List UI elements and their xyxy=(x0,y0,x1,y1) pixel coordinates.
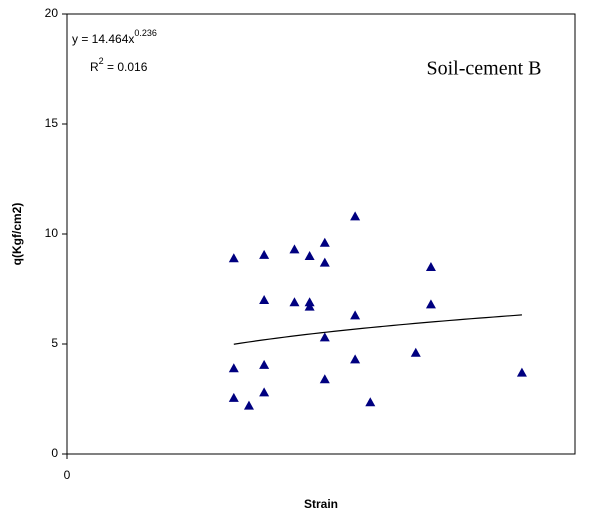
data-point xyxy=(425,262,436,271)
data-point xyxy=(259,249,270,259)
data-point xyxy=(410,347,421,357)
y-axis-title: q(Kgf/cm2) xyxy=(10,203,24,266)
data-point xyxy=(425,299,436,309)
y-tick-label: 20 xyxy=(45,6,59,20)
r-sup: 2 xyxy=(99,56,104,66)
trendline xyxy=(233,314,522,345)
data-point xyxy=(516,367,527,377)
x-tick-label: 0 xyxy=(64,468,71,482)
y-tick-label: 5 xyxy=(51,336,58,350)
data-point xyxy=(259,359,270,369)
data-point xyxy=(319,374,330,384)
y-tick-label: 10 xyxy=(45,226,59,240)
data-point xyxy=(259,295,270,304)
data-point xyxy=(304,301,315,311)
data-point xyxy=(228,363,239,373)
data-point xyxy=(304,251,315,260)
data-point xyxy=(289,244,300,254)
data-point xyxy=(350,211,361,221)
r-value: = 0.016 xyxy=(104,60,148,74)
equation-exponent: 0.236 xyxy=(134,28,157,38)
data-point xyxy=(319,332,330,342)
chart-title: Soil-cement B xyxy=(427,58,542,80)
trendline-equation: y = 14.464x0.236 xyxy=(72,28,157,46)
plot-frame xyxy=(66,13,576,455)
data-point xyxy=(350,354,361,364)
x-axis-title: Strain xyxy=(304,497,338,511)
data-point xyxy=(319,257,330,267)
data-point xyxy=(319,237,330,247)
equation-text: y = 14.464x xyxy=(72,32,134,46)
y-tick-label: 0 xyxy=(51,446,58,460)
y-tick-label: 15 xyxy=(45,116,59,130)
data-point xyxy=(259,387,270,397)
data-point xyxy=(350,310,361,320)
data-point xyxy=(228,392,239,402)
r-text: R xyxy=(90,60,99,74)
r-squared: R2 = 0.016 xyxy=(90,56,148,74)
data-point xyxy=(228,253,239,263)
data-point xyxy=(365,397,376,407)
data-point xyxy=(243,400,254,410)
data-point xyxy=(289,297,300,307)
